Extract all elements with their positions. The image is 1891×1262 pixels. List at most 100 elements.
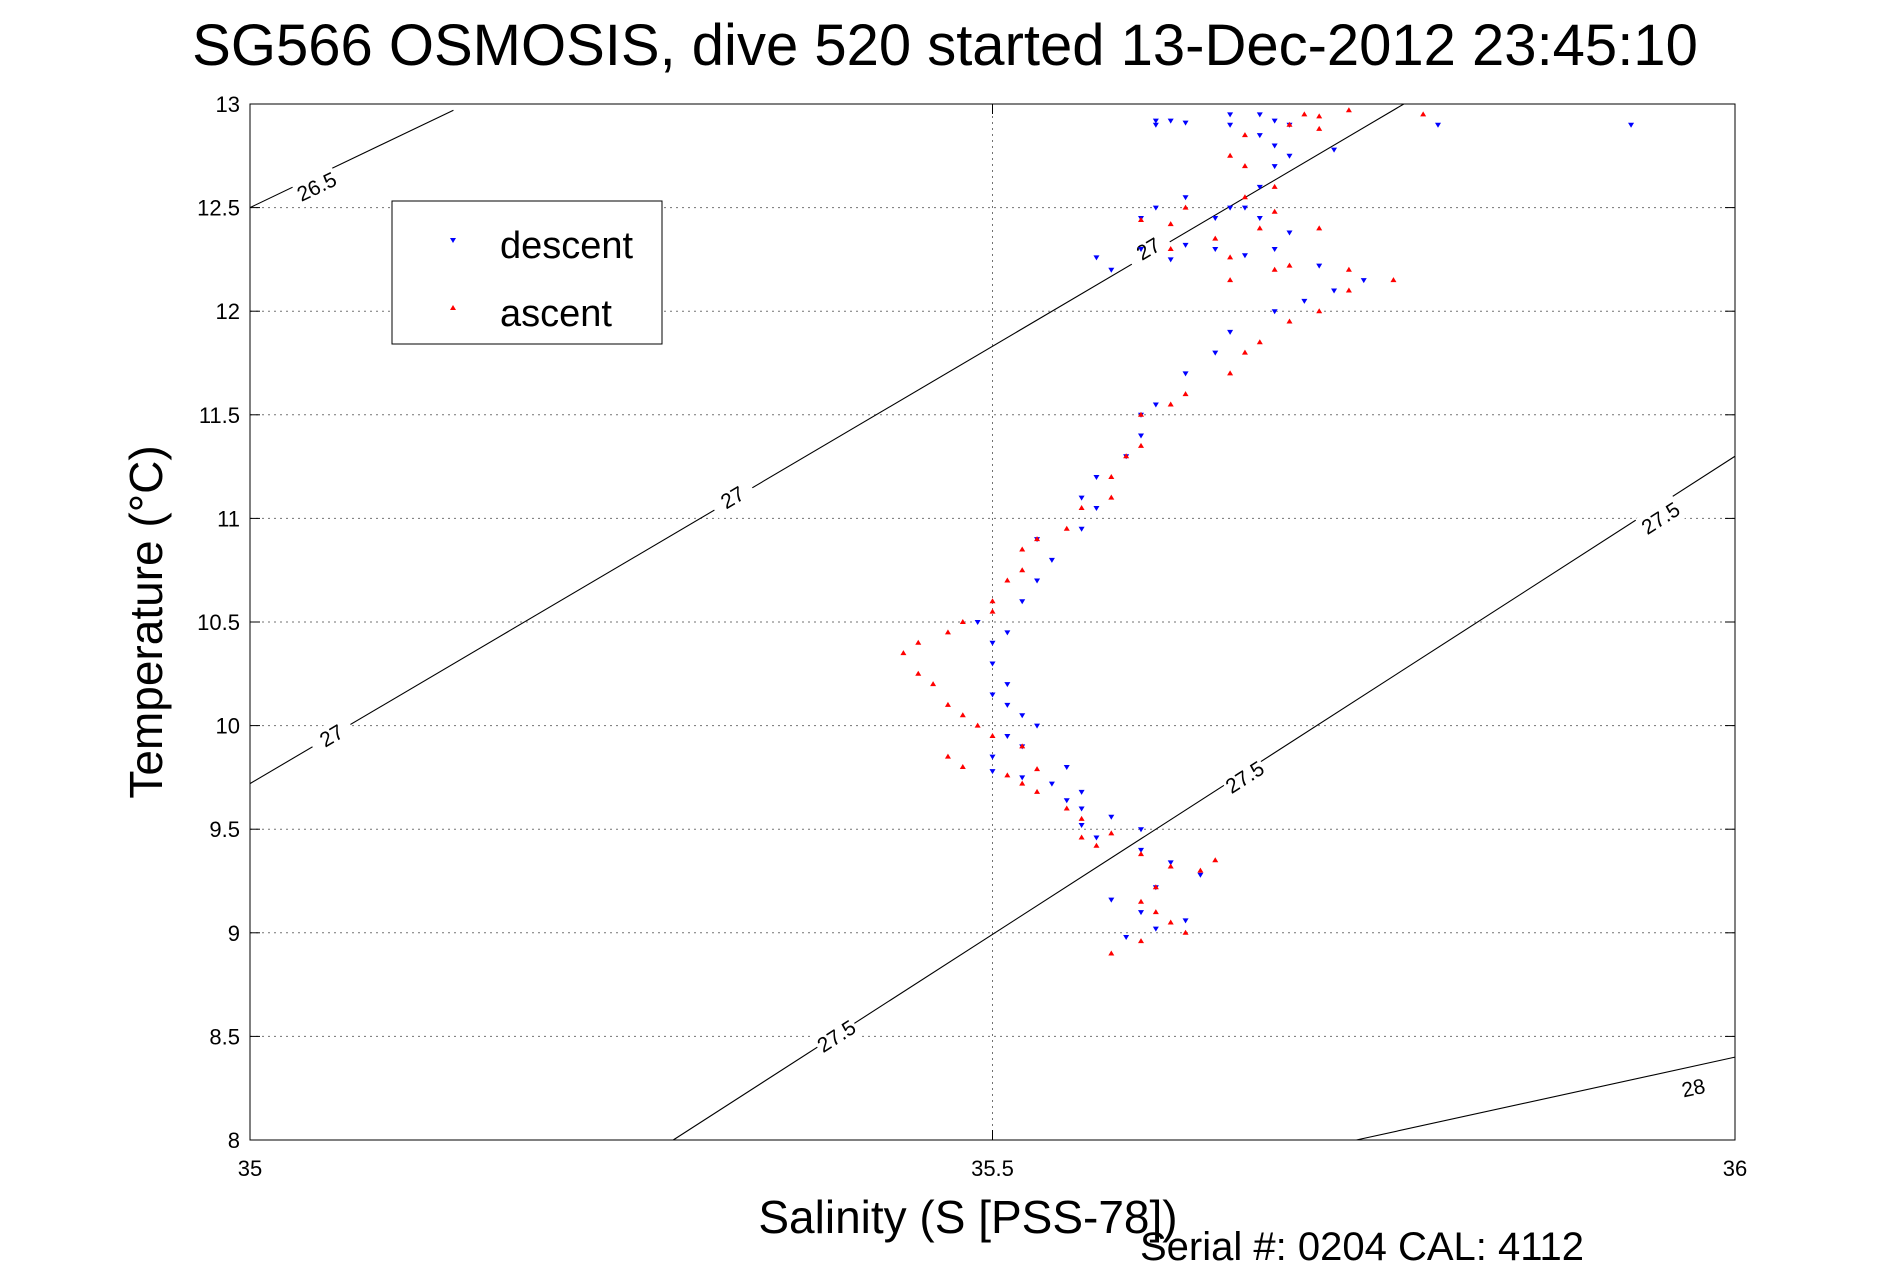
ascent-point bbox=[1345, 287, 1352, 293]
ascent-point bbox=[1256, 339, 1263, 345]
descent-point bbox=[989, 640, 996, 646]
legend-box bbox=[391, 200, 663, 345]
descent-point bbox=[1108, 814, 1115, 820]
legend: descent ascent bbox=[391, 200, 663, 345]
legend-descent-marker bbox=[450, 238, 456, 243]
ascent-point bbox=[989, 732, 996, 738]
descent-point bbox=[1063, 765, 1070, 771]
ascent-point bbox=[974, 722, 981, 728]
ascent-point bbox=[1167, 919, 1174, 925]
ascent-point bbox=[1420, 111, 1427, 117]
ascent-point bbox=[1227, 370, 1234, 376]
descent-point bbox=[974, 620, 981, 625]
ascent-point bbox=[959, 712, 966, 718]
ascent-point bbox=[1182, 204, 1189, 210]
ascent-point bbox=[944, 701, 951, 707]
descent-point bbox=[1152, 926, 1159, 932]
ascent-point bbox=[930, 681, 937, 687]
descent-point bbox=[1123, 934, 1130, 940]
descent-point bbox=[1227, 112, 1234, 118]
data-series bbox=[900, 107, 1635, 956]
descent-point bbox=[1301, 298, 1308, 304]
ascent-point bbox=[1019, 780, 1026, 786]
density-contour-line bbox=[1356, 1056, 1736, 1141]
descent-point bbox=[1167, 257, 1174, 263]
descent-point bbox=[989, 692, 996, 698]
x-axis-label: Salinity (S [PSS-78]) bbox=[758, 1191, 1177, 1243]
ascent-point bbox=[1138, 938, 1144, 944]
descent-point bbox=[1019, 775, 1026, 781]
descent-point bbox=[1138, 247, 1144, 253]
descent-point bbox=[1019, 713, 1026, 719]
ascent-point bbox=[1227, 254, 1234, 260]
ascent-point bbox=[1345, 107, 1352, 113]
contour-label-bg bbox=[1635, 495, 1687, 542]
ascent-point bbox=[1152, 909, 1159, 915]
ascent-point bbox=[1227, 277, 1234, 283]
ascent-point bbox=[1167, 221, 1174, 227]
descent-point bbox=[1182, 120, 1189, 126]
contour-label: 28 bbox=[1680, 1075, 1708, 1102]
ascent-point bbox=[915, 670, 922, 676]
descent-point bbox=[1241, 205, 1248, 211]
ascent-point bbox=[1316, 125, 1323, 131]
contour-label-bg bbox=[1219, 754, 1271, 801]
descent-point bbox=[1286, 230, 1293, 236]
ascent-point bbox=[1256, 225, 1263, 231]
ascent-point bbox=[1078, 505, 1085, 511]
y-tick-label: 9 bbox=[228, 921, 240, 946]
descent-point bbox=[1167, 118, 1174, 124]
ascent-point bbox=[1212, 235, 1219, 241]
ascent-point bbox=[944, 629, 951, 635]
ascent-point bbox=[1227, 152, 1234, 158]
descent-point bbox=[1182, 242, 1189, 248]
ascent-point bbox=[989, 598, 996, 604]
descent-point bbox=[1212, 215, 1219, 221]
descent-point bbox=[1108, 897, 1115, 903]
ascent-point bbox=[1078, 834, 1085, 840]
descent-point bbox=[1167, 860, 1174, 866]
contour-label-bg bbox=[306, 713, 358, 759]
ascent-point bbox=[1034, 766, 1041, 772]
y-tick-label: 8 bbox=[228, 1128, 240, 1153]
descent-point bbox=[1435, 122, 1441, 128]
descent-point bbox=[989, 769, 996, 775]
ascent-point bbox=[1138, 898, 1144, 904]
ascent-point bbox=[1271, 266, 1278, 272]
density-contour-line bbox=[249, 109, 454, 209]
descent-point bbox=[1078, 495, 1085, 501]
ascent-point bbox=[1108, 830, 1115, 836]
descent-point bbox=[1212, 247, 1219, 253]
descent-point bbox=[1138, 827, 1144, 833]
y-tick-label: 13 bbox=[216, 92, 240, 117]
descent-point bbox=[1138, 847, 1144, 853]
chart-title: SG566 OSMOSIS, dive 520 started 13-Dec-2… bbox=[192, 13, 1698, 78]
ascent-point bbox=[944, 753, 951, 759]
ascent-point bbox=[1152, 884, 1159, 890]
descent-point bbox=[1182, 371, 1189, 377]
y-tick-label: 10 bbox=[216, 714, 240, 739]
y-tick-label: 9.5 bbox=[209, 817, 240, 842]
ascent-point bbox=[1138, 411, 1144, 417]
descent-point bbox=[1078, 806, 1085, 812]
y-tick-label: 12 bbox=[216, 299, 240, 324]
ascent-point bbox=[1138, 851, 1144, 857]
descent-point bbox=[1152, 205, 1159, 211]
ascent-point bbox=[900, 650, 907, 656]
ascent-point bbox=[1138, 442, 1144, 448]
contour-label-bg bbox=[1669, 1070, 1718, 1106]
descent-point bbox=[1004, 733, 1011, 739]
descent-point bbox=[989, 661, 996, 667]
ascent-point bbox=[1063, 805, 1070, 811]
descent-point bbox=[1256, 112, 1263, 118]
descent-point bbox=[1227, 122, 1234, 128]
descent-point bbox=[1034, 723, 1041, 729]
descent-point bbox=[1271, 118, 1278, 124]
descent-point bbox=[1331, 147, 1338, 153]
descent-point bbox=[1152, 122, 1159, 128]
y-axis-label: Temperature (°C) bbox=[120, 445, 172, 798]
descent-point bbox=[1256, 133, 1263, 139]
descent-point bbox=[1152, 118, 1159, 124]
legend-descent-label: descent bbox=[500, 225, 634, 267]
descent-point bbox=[1004, 702, 1011, 708]
